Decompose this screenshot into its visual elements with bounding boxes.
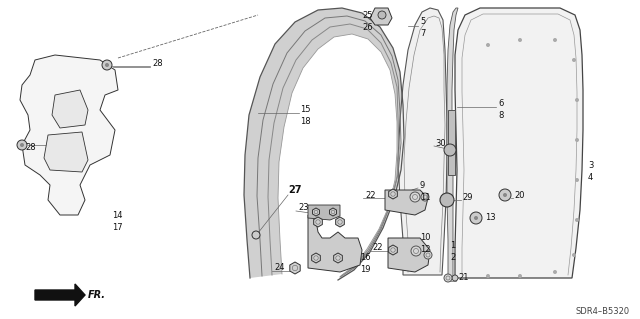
Circle shape xyxy=(503,193,507,197)
Polygon shape xyxy=(44,132,88,172)
Circle shape xyxy=(518,38,522,42)
Circle shape xyxy=(105,63,109,67)
Circle shape xyxy=(255,234,257,236)
Circle shape xyxy=(421,193,429,201)
Text: 30: 30 xyxy=(435,138,445,147)
Circle shape xyxy=(20,143,24,147)
Text: 16: 16 xyxy=(360,254,371,263)
Text: 7: 7 xyxy=(420,29,426,39)
Polygon shape xyxy=(52,90,88,128)
Circle shape xyxy=(444,274,452,282)
Circle shape xyxy=(518,274,522,278)
Circle shape xyxy=(575,218,579,222)
Text: 27: 27 xyxy=(288,185,301,195)
Text: 28: 28 xyxy=(25,144,36,152)
Text: 22: 22 xyxy=(372,243,383,253)
Circle shape xyxy=(572,253,576,257)
Polygon shape xyxy=(335,217,344,227)
Polygon shape xyxy=(333,253,342,263)
Polygon shape xyxy=(20,55,118,215)
Text: 13: 13 xyxy=(485,213,495,222)
Circle shape xyxy=(553,38,557,42)
Text: 2: 2 xyxy=(450,253,455,262)
Circle shape xyxy=(572,58,576,62)
Text: 19: 19 xyxy=(360,265,371,275)
Text: 15: 15 xyxy=(300,106,310,115)
Circle shape xyxy=(252,231,260,239)
Circle shape xyxy=(378,11,386,19)
Polygon shape xyxy=(308,215,362,272)
Circle shape xyxy=(448,148,452,152)
Polygon shape xyxy=(455,8,583,278)
Polygon shape xyxy=(370,8,392,25)
Text: 8: 8 xyxy=(498,110,504,120)
Circle shape xyxy=(575,98,579,102)
Text: 10: 10 xyxy=(420,234,431,242)
Polygon shape xyxy=(398,8,447,275)
Text: 1: 1 xyxy=(450,241,455,249)
Circle shape xyxy=(486,274,490,278)
Circle shape xyxy=(424,251,432,259)
Text: 9: 9 xyxy=(420,181,425,189)
Circle shape xyxy=(470,212,482,224)
Circle shape xyxy=(17,140,27,150)
Circle shape xyxy=(410,192,420,202)
Polygon shape xyxy=(448,110,455,175)
Text: 4: 4 xyxy=(588,173,593,182)
Circle shape xyxy=(440,193,454,207)
Text: 14: 14 xyxy=(112,211,122,219)
Circle shape xyxy=(102,60,112,70)
Text: 25: 25 xyxy=(362,11,372,19)
Text: FR.: FR. xyxy=(88,290,106,300)
Circle shape xyxy=(575,138,579,142)
Text: 5: 5 xyxy=(420,18,425,26)
Polygon shape xyxy=(244,8,404,280)
Text: 11: 11 xyxy=(420,192,431,202)
Polygon shape xyxy=(308,205,340,220)
Polygon shape xyxy=(330,208,337,216)
Text: 12: 12 xyxy=(420,246,431,255)
Circle shape xyxy=(553,270,557,274)
Circle shape xyxy=(452,275,458,281)
Circle shape xyxy=(444,144,456,156)
Polygon shape xyxy=(312,253,321,263)
Text: 29: 29 xyxy=(462,192,472,202)
Text: 20: 20 xyxy=(514,190,525,199)
Text: 22: 22 xyxy=(365,190,376,199)
Circle shape xyxy=(575,178,579,182)
Circle shape xyxy=(411,246,421,256)
Text: 28: 28 xyxy=(152,58,163,68)
Circle shape xyxy=(474,216,478,220)
Polygon shape xyxy=(388,238,430,272)
Polygon shape xyxy=(447,8,458,278)
Text: 23: 23 xyxy=(298,204,308,212)
Text: 26: 26 xyxy=(362,23,372,32)
Circle shape xyxy=(486,43,490,47)
Text: 21: 21 xyxy=(458,273,468,283)
Polygon shape xyxy=(385,190,428,215)
Text: SDR4–B5320: SDR4–B5320 xyxy=(576,308,630,316)
Polygon shape xyxy=(388,189,397,199)
Text: 17: 17 xyxy=(112,222,122,232)
Text: 6: 6 xyxy=(498,99,504,108)
Polygon shape xyxy=(312,208,319,216)
Polygon shape xyxy=(388,245,397,255)
Text: 24: 24 xyxy=(274,263,285,272)
Circle shape xyxy=(445,197,449,203)
Circle shape xyxy=(499,189,511,201)
Polygon shape xyxy=(290,262,300,274)
Text: 18: 18 xyxy=(300,117,310,127)
Polygon shape xyxy=(35,284,85,306)
Polygon shape xyxy=(314,217,323,227)
Text: 3: 3 xyxy=(588,160,593,169)
